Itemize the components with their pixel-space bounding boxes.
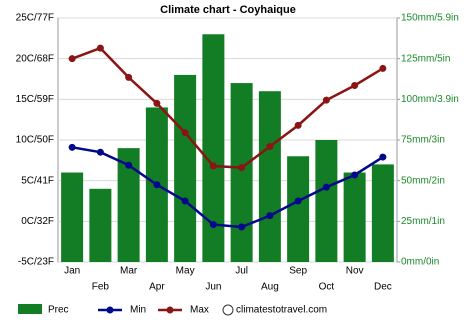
legend-swatch	[166, 306, 174, 314]
x-tick-label: Jun	[205, 282, 221, 293]
x-tick-label: Jan	[64, 266, 80, 277]
marker	[181, 197, 189, 205]
line	[71, 46, 384, 169]
marker	[68, 55, 76, 63]
y-tick-label: -5C/23F	[18, 257, 54, 268]
bar	[61, 172, 84, 262]
marker	[294, 121, 302, 129]
marker	[294, 197, 302, 205]
y2-tick-label: 100mm/3.9in	[401, 94, 459, 105]
marker	[266, 143, 274, 151]
marker	[153, 181, 161, 189]
y-tick-label: 25C/77F	[16, 13, 54, 24]
marker	[153, 99, 161, 107]
x-tick-label: Jul	[235, 266, 248, 277]
x-tick-label: Nov	[346, 266, 364, 277]
line	[71, 146, 384, 229]
x-tick-label: May	[176, 266, 195, 277]
marker	[238, 223, 246, 231]
marker	[68, 143, 76, 151]
y2-tick-label: 150mm/5.9in	[401, 13, 459, 24]
y-tick-label: 5C/41F	[21, 175, 54, 186]
y2-tick-label: 75mm/3in	[401, 135, 445, 146]
marker	[351, 171, 359, 179]
x-tick-label: Mar	[120, 266, 138, 277]
y-tick-label: 20C/68F	[16, 53, 54, 64]
bar	[343, 172, 366, 262]
marker	[125, 161, 133, 169]
marker	[379, 153, 387, 161]
source-icon	[222, 304, 234, 316]
x-tick-label: Dec	[374, 282, 392, 293]
legend-swatch	[18, 304, 42, 314]
marker	[96, 148, 104, 156]
y2-tick-label: 25mm/1in	[401, 216, 445, 227]
bar	[315, 140, 338, 262]
marker	[96, 44, 104, 52]
marker	[266, 212, 274, 220]
x-tick-label: Apr	[149, 282, 165, 293]
y2-tick-label: 125mm/5in	[401, 53, 450, 64]
marker	[209, 162, 217, 170]
bar	[89, 188, 112, 262]
marker	[351, 82, 359, 90]
x-tick-label: Oct	[319, 282, 335, 293]
legend-swatch	[106, 306, 114, 314]
x-tick-label: Sep	[289, 266, 307, 277]
legend-label: Max	[190, 305, 209, 316]
marker	[379, 64, 387, 72]
y2-tick-label: 0mm/0in	[401, 257, 439, 268]
y-tick-label: 15C/59F	[16, 94, 54, 105]
source: climatestotravel.com	[236, 305, 327, 316]
bar	[258, 91, 281, 262]
bar	[230, 83, 253, 262]
marker	[238, 164, 246, 172]
bar	[202, 34, 225, 263]
y-tick-label: 10C/50F	[16, 135, 54, 146]
marker	[322, 183, 330, 191]
y-tick-label: 0C/32F	[21, 216, 54, 227]
legend-label: Prec	[48, 305, 69, 316]
bar	[117, 148, 140, 262]
marker	[209, 221, 217, 229]
bar	[371, 164, 394, 262]
y2-tick-label: 50mm/2in	[401, 175, 445, 186]
marker	[125, 73, 133, 81]
x-tick-label: Feb	[92, 282, 110, 293]
x-tick-label: Aug	[261, 282, 279, 293]
bar	[287, 156, 310, 262]
bar	[174, 74, 197, 262]
marker	[181, 129, 189, 137]
legend-label: Min	[130, 305, 146, 316]
chart-title: Climate chart - Coyhaique	[160, 4, 296, 16]
marker	[322, 96, 330, 104]
